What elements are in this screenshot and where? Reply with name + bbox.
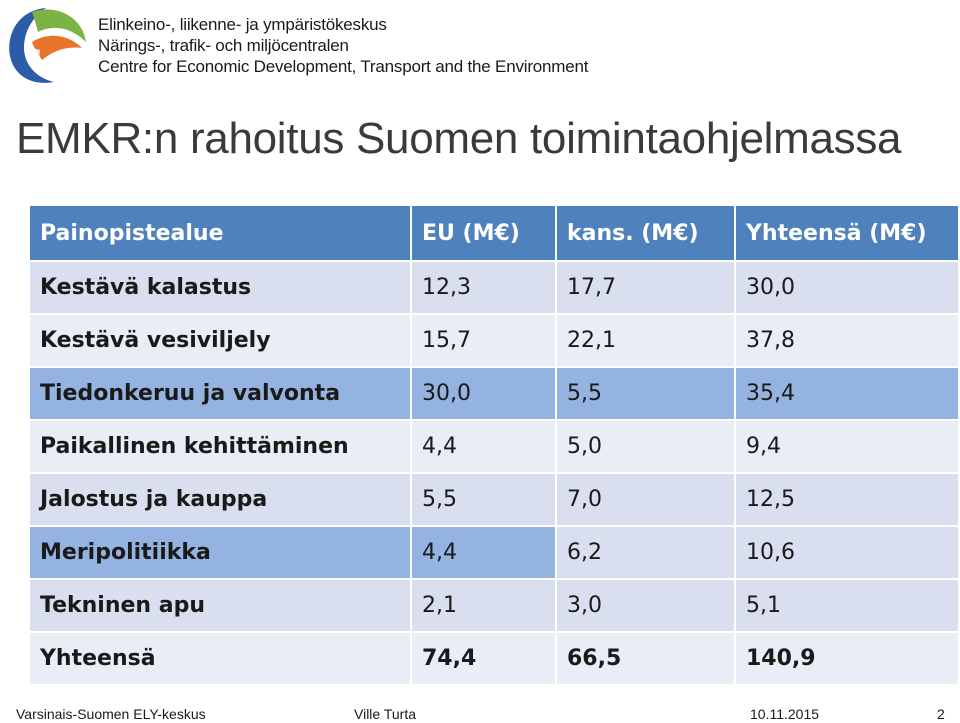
cell-eu: 15,7: [410, 313, 557, 368]
table-row: Jalostus ja kauppa 5,5 7,0 12,5: [28, 472, 960, 527]
cell-national: 66,5: [555, 631, 736, 686]
footer-date: 10.11.2015: [750, 706, 820, 722]
ely-logo: [9, 8, 86, 83]
organization-name: Elinkeino-, liikenne- ja ympäristökeskus…: [98, 14, 588, 77]
cell-eu: 12,3: [410, 260, 557, 315]
organization-name-sv: Närings-, trafik- och miljöcentralen: [98, 36, 349, 55]
cell-national: 17,7: [555, 260, 736, 315]
cell-eu: 2,1: [410, 578, 557, 633]
cell-eu: 5,5: [410, 472, 557, 527]
logo-blue-swoosh: [9, 8, 54, 83]
table-total-row: Yhteensä 74,4 66,5 140,9: [28, 631, 960, 686]
cell-national: 6,2: [555, 525, 736, 580]
logo-green-swoosh: [32, 9, 86, 42]
header-focus-area: Painopistealue: [28, 204, 412, 262]
cell-total: 9,4: [734, 419, 960, 474]
cell-eu: 4,4: [410, 525, 557, 580]
cell-focus-area: Kestävä vesiviljely: [28, 313, 412, 368]
cell-focus-area: Yhteensä: [28, 631, 412, 686]
table-row: Meripolitiikka 4,4 6,2 10,6: [28, 525, 960, 580]
table-header-row: Painopistealue EU (M€) kans. (M€) Yhteen…: [28, 204, 960, 262]
logo-orange-swoosh: [32, 35, 82, 60]
cell-total: 5,1: [734, 578, 960, 633]
header-eu: EU (M€): [410, 204, 557, 262]
cell-focus-area: Tekninen apu: [28, 578, 412, 633]
table-row: Tekninen apu 2,1 3,0 5,1: [28, 578, 960, 633]
cell-total: 140,9: [734, 631, 960, 686]
organization-name-en: Centre for Economic Development, Transpo…: [98, 57, 589, 76]
header-total: Yhteensä (M€): [734, 204, 960, 262]
footer-organization: Varsinais-Suomen ELY-keskus: [16, 706, 206, 722]
cell-focus-area: Tiedonkeruu ja valvonta: [28, 366, 412, 421]
cell-national: 22,1: [555, 313, 736, 368]
table-row: Paikallinen kehittäminen 4,4 5,0 9,4: [28, 419, 960, 474]
cell-total: 35,4: [734, 366, 960, 421]
footer-author: Ville Turta: [354, 706, 416, 722]
cell-focus-area: Kestävä kalastus: [28, 260, 412, 315]
cell-total: 12,5: [734, 472, 960, 527]
table-row: Tiedonkeruu ja valvonta 30,0 5,5 35,4: [28, 366, 960, 421]
cell-eu: 4,4: [410, 419, 557, 474]
cell-eu: 30,0: [410, 366, 557, 421]
cell-focus-area: Meripolitiikka: [28, 525, 412, 580]
cell-total: 10,6: [734, 525, 960, 580]
cell-focus-area: Jalostus ja kauppa: [28, 472, 412, 527]
cell-focus-area: Paikallinen kehittäminen: [28, 419, 412, 474]
cell-eu: 74,4: [410, 631, 557, 686]
logo-white-inner: [32, 48, 52, 76]
slide-title: EMKR:n rahoitus Suomen toimintaohjelmass…: [16, 114, 902, 163]
cell-national: 5,5: [555, 366, 736, 421]
cell-national: 3,0: [555, 578, 736, 633]
header-national: kans. (M€): [555, 204, 736, 262]
cell-total: 30,0: [734, 260, 960, 315]
table-row: Kestävä vesiviljely 15,7 22,1 37,8: [28, 313, 960, 368]
organization-name-fi: Elinkeino-, liikenne- ja ympäristökeskus: [98, 15, 387, 34]
cell-national: 7,0: [555, 472, 736, 527]
funding-table: Painopistealue EU (M€) kans. (M€) Yhteen…: [28, 204, 960, 686]
footer-page-number: 2: [937, 706, 945, 722]
cell-total: 37,8: [734, 313, 960, 368]
cell-national: 5,0: [555, 419, 736, 474]
table-row: Kestävä kalastus 12,3 17,7 30,0: [28, 260, 960, 315]
